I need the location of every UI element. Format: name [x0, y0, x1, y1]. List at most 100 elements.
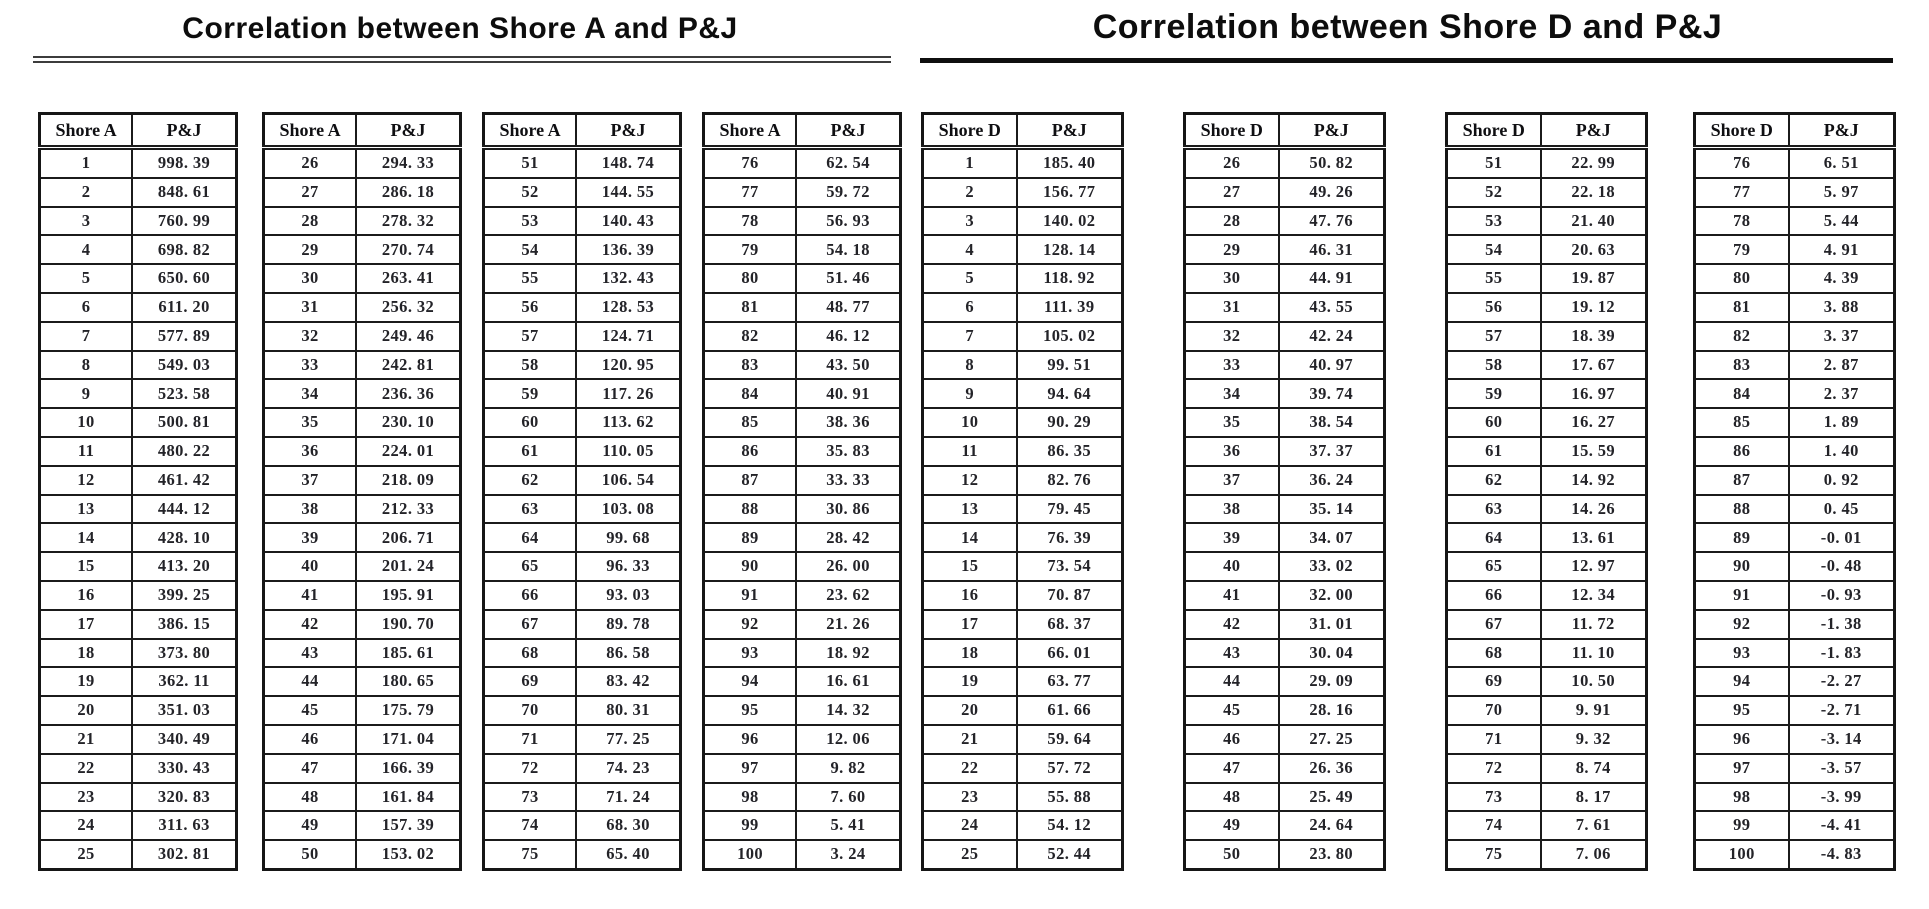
pj-value: 73. 54: [1015, 551, 1124, 582]
shore-value: 76: [702, 146, 798, 179]
table-row: 77 59. 72: [702, 176, 902, 208]
pj-value: 43. 50: [795, 349, 902, 381]
table-row: 97 9. 82: [702, 752, 902, 784]
pj-value: 118. 92: [1015, 263, 1124, 294]
table-row: 77 5. 97: [1693, 176, 1896, 208]
table-row: 29 270. 74: [262, 234, 462, 266]
shore-value: 21: [38, 723, 134, 755]
pj-value: 201. 24: [355, 551, 462, 582]
shore-value: 5: [921, 263, 1018, 294]
pj-value: 124. 71: [575, 320, 682, 352]
shore-value: 61: [482, 435, 578, 467]
shore-value: 23: [38, 781, 134, 813]
col-header-shore: Shore D: [1693, 112, 1790, 150]
shore-value: 81: [702, 291, 798, 323]
table-row: 28 47. 76: [1183, 205, 1386, 237]
table-row: 46 171. 04: [262, 723, 462, 755]
shore-value: 88: [702, 493, 798, 525]
shore-value: 96: [702, 723, 798, 755]
pj-value: 340. 49: [131, 723, 238, 755]
shore-value: 12: [921, 464, 1018, 496]
table-row: 82 46. 12: [702, 320, 902, 352]
pj-value: 5. 41: [795, 810, 902, 842]
pj-value: 23. 62: [795, 579, 902, 611]
table-row: 5 118. 92: [921, 263, 1124, 294]
table-row: 78 56. 93: [702, 205, 902, 237]
pj-value: 51. 46: [795, 263, 902, 294]
table-row: 7 577. 89: [38, 320, 238, 352]
pj-value: 61. 66: [1015, 695, 1124, 726]
shore-value: 49: [1183, 810, 1280, 842]
table-row: 39 34. 07: [1183, 522, 1386, 554]
table-row: 72 8. 74: [1445, 752, 1648, 784]
pj-value: 76. 39: [1015, 522, 1124, 554]
shore-value: 67: [482, 608, 578, 640]
table-row: 49 24. 64: [1183, 810, 1386, 842]
table-row: 12 82. 76: [921, 464, 1124, 496]
pj-value: 82. 76: [1015, 464, 1124, 496]
table-row: 9 523. 58: [38, 378, 238, 410]
col-header-shore: Shore D: [1183, 112, 1280, 150]
table-row: 6 611. 20: [38, 291, 238, 323]
shore-value: 61: [1445, 435, 1542, 467]
shore-value: 33: [262, 349, 358, 381]
pj-value: 351. 03: [131, 695, 238, 726]
shore-value: 65: [1445, 551, 1542, 582]
shore-value: 22: [38, 752, 134, 784]
shore-d-table-1-25: Shore D P&J 1 185. 40 2 156. 77 3 140. 02 4 128. …: [921, 112, 1124, 871]
shore-value: 54: [1445, 234, 1542, 266]
shore-value: 14: [921, 522, 1018, 554]
pj-value: 74. 23: [575, 752, 682, 784]
pj-value: 66. 01: [1015, 637, 1124, 669]
table-row: 55 132. 43: [482, 263, 682, 294]
table-row: 95 14. 32: [702, 695, 902, 726]
table-row: 93 18. 92: [702, 637, 902, 669]
pj-value: -1. 38: [1787, 608, 1896, 640]
table-row: 16 70. 87: [921, 579, 1124, 611]
shore-value: 13: [38, 493, 134, 525]
pj-value: 103. 08: [575, 493, 682, 525]
table-row: 41 32. 00: [1183, 579, 1386, 611]
shore-value: 49: [262, 810, 358, 842]
pj-value: -0. 48: [1787, 551, 1896, 582]
pj-value: 230. 10: [355, 407, 462, 438]
shore-value: 63: [1445, 493, 1542, 525]
pj-value: 105. 02: [1015, 320, 1124, 352]
table-row: 81 48. 77: [702, 291, 902, 323]
shore-value: 55: [482, 263, 578, 294]
col-header-shore: Shore A: [262, 112, 358, 150]
pj-value: 4. 91: [1787, 234, 1896, 266]
pj-value: 14. 26: [1539, 493, 1648, 525]
table-row: 66 12. 34: [1445, 579, 1648, 611]
pj-value: 132. 43: [575, 263, 682, 294]
table-row: 80 4. 39: [1693, 263, 1896, 294]
table-row: 32 249. 46: [262, 320, 462, 352]
pj-value: 12. 97: [1539, 551, 1648, 582]
table-row: 43 185. 61: [262, 637, 462, 669]
table-row: 7 105. 02: [921, 320, 1124, 352]
table-row: 23 55. 88: [921, 781, 1124, 813]
shore-value: 68: [1445, 637, 1542, 669]
shore-value: 88: [1693, 493, 1790, 525]
shore-value: 11: [38, 435, 134, 467]
shore-value: 94: [1693, 666, 1790, 698]
pj-value: 113. 62: [575, 407, 682, 438]
shore-value: 60: [482, 407, 578, 438]
shore-value: 13: [921, 493, 1018, 525]
table-row: 37 218. 09: [262, 464, 462, 496]
table-row: 81 3. 88: [1693, 291, 1896, 323]
shore-value: 26: [1183, 146, 1280, 179]
pj-value: 50. 82: [1277, 146, 1386, 179]
shore-value: 40: [1183, 551, 1280, 582]
pj-value: 185. 40: [1015, 146, 1124, 179]
shore-value: 57: [1445, 320, 1542, 352]
table-row: 3 140. 02: [921, 205, 1124, 237]
shore-value: 34: [262, 378, 358, 410]
shore-value: 79: [702, 234, 798, 266]
pj-value: 218. 09: [355, 464, 462, 496]
shore-value: 8: [38, 349, 134, 381]
table-row: 67 11. 72: [1445, 608, 1648, 640]
table-row: 36 224. 01: [262, 435, 462, 467]
table-row: 31 256. 32: [262, 291, 462, 323]
shore-value: 48: [1183, 781, 1280, 813]
